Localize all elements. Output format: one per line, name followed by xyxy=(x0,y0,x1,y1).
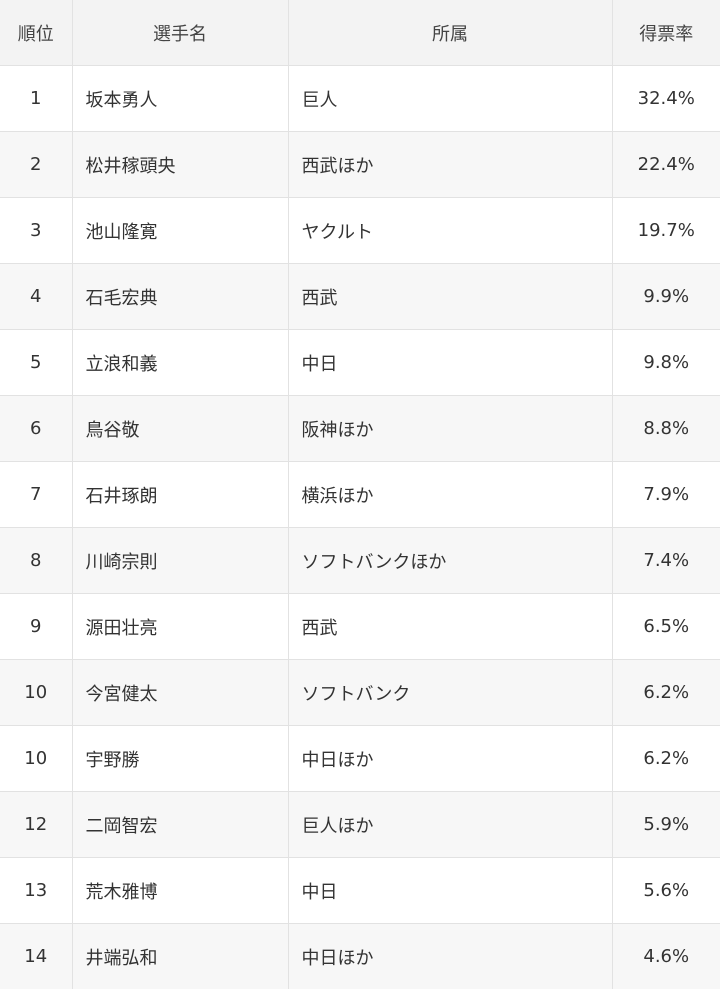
table-row: 7 石井琢朗 横浜ほか 7.9% xyxy=(0,461,720,528)
rank-cell: 4 xyxy=(0,263,73,330)
table-row: 3 池山隆寛 ヤクルト 19.7% xyxy=(0,197,720,264)
team-cell: 中日ほか xyxy=(287,923,613,989)
table-row: 5 立浪和義 中日 9.8% xyxy=(0,329,720,396)
team-cell: ソフトバンク xyxy=(287,659,613,726)
vote-rate-cell: 6.5% xyxy=(611,593,720,660)
table-row: 2 松井稼頭央 西武ほか 22.4% xyxy=(0,131,720,198)
table-header: 順位 選手名 所属 得票率 xyxy=(0,0,720,66)
table-row: 13 荒木雅博 中日 5.6% xyxy=(0,857,720,924)
player-name-cell: 立浪和義 xyxy=(71,329,289,396)
player-name-cell: 宇野勝 xyxy=(71,725,289,792)
vote-rate-cell: 5.6% xyxy=(611,857,720,924)
table-body: 1 坂本勇人 巨人 32.4% 2 松井稼頭央 西武ほか 22.4% 3 池山隆… xyxy=(0,65,720,989)
table-row: 12 二岡智宏 巨人ほか 5.9% xyxy=(0,791,720,858)
player-name-cell: 川崎宗則 xyxy=(71,527,289,594)
rank-cell: 6 xyxy=(0,395,73,462)
rank-cell: 10 xyxy=(0,659,73,726)
rank-cell: 1 xyxy=(0,65,73,132)
rank-cell: 7 xyxy=(0,461,73,528)
team-cell: 巨人 xyxy=(287,65,613,132)
header-row: 順位 選手名 所属 得票率 xyxy=(0,0,720,66)
vote-rate-cell: 9.8% xyxy=(611,329,720,396)
vote-rate-cell: 9.9% xyxy=(611,263,720,330)
header-vote-rate: 得票率 xyxy=(611,0,720,66)
vote-rate-cell: 19.7% xyxy=(611,197,720,264)
rank-cell: 13 xyxy=(0,857,73,924)
rank-cell: 14 xyxy=(0,923,73,989)
player-name-cell: 荒木雅博 xyxy=(71,857,289,924)
table-row: 10 今宮健太 ソフトバンク 6.2% xyxy=(0,659,720,726)
team-cell: 中日 xyxy=(287,857,613,924)
rank-cell: 9 xyxy=(0,593,73,660)
vote-rate-cell: 7.4% xyxy=(611,527,720,594)
team-cell: 西武 xyxy=(287,593,613,660)
header-rank: 順位 xyxy=(0,0,73,66)
player-name-cell: 二岡智宏 xyxy=(71,791,289,858)
team-cell: 阪神ほか xyxy=(287,395,613,462)
player-name-cell: 今宮健太 xyxy=(71,659,289,726)
team-cell: 西武 xyxy=(287,263,613,330)
team-cell: 西武ほか xyxy=(287,131,613,198)
table-row: 8 川崎宗則 ソフトバンクほか 7.4% xyxy=(0,527,720,594)
team-cell: ソフトバンクほか xyxy=(287,527,613,594)
table-row: 4 石毛宏典 西武 9.9% xyxy=(0,263,720,330)
vote-rate-cell: 4.6% xyxy=(611,923,720,989)
team-cell: 中日ほか xyxy=(287,725,613,792)
rank-cell: 3 xyxy=(0,197,73,264)
team-cell: 巨人ほか xyxy=(287,791,613,858)
player-name-cell: 坂本勇人 xyxy=(71,65,289,132)
vote-rate-cell: 7.9% xyxy=(611,461,720,528)
rank-cell: 5 xyxy=(0,329,73,396)
team-cell: 横浜ほか xyxy=(287,461,613,528)
player-name-cell: 池山隆寛 xyxy=(71,197,289,264)
table-row: 9 源田壮亮 西武 6.5% xyxy=(0,593,720,660)
player-name-cell: 松井稼頭央 xyxy=(71,131,289,198)
player-name-cell: 石毛宏典 xyxy=(71,263,289,330)
rank-cell: 12 xyxy=(0,791,73,858)
table-row: 10 宇野勝 中日ほか 6.2% xyxy=(0,725,720,792)
player-name-cell: 井端弘和 xyxy=(71,923,289,989)
team-cell: 中日 xyxy=(287,329,613,396)
vote-rate-cell: 32.4% xyxy=(611,65,720,132)
table-row: 14 井端弘和 中日ほか 4.6% xyxy=(0,923,720,989)
table-row: 1 坂本勇人 巨人 32.4% xyxy=(0,65,720,132)
vote-rate-cell: 22.4% xyxy=(611,131,720,198)
table-row: 6 鳥谷敬 阪神ほか 8.8% xyxy=(0,395,720,462)
vote-rate-cell: 8.8% xyxy=(611,395,720,462)
vote-rate-cell: 6.2% xyxy=(611,725,720,792)
player-name-cell: 源田壮亮 xyxy=(71,593,289,660)
header-player-name: 選手名 xyxy=(71,0,289,66)
rank-cell: 10 xyxy=(0,725,73,792)
rank-cell: 2 xyxy=(0,131,73,198)
player-name-cell: 鳥谷敬 xyxy=(71,395,289,462)
player-name-cell: 石井琢朗 xyxy=(71,461,289,528)
rank-cell: 8 xyxy=(0,527,73,594)
header-team: 所属 xyxy=(287,0,613,66)
vote-rate-cell: 5.9% xyxy=(611,791,720,858)
team-cell: ヤクルト xyxy=(287,197,613,264)
vote-rate-cell: 6.2% xyxy=(611,659,720,726)
